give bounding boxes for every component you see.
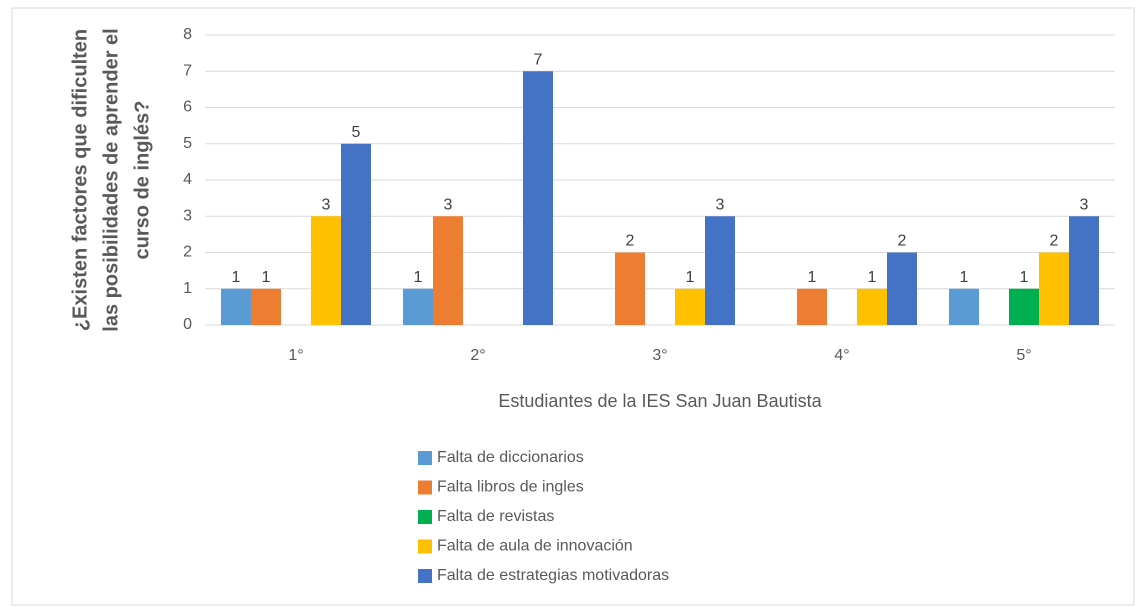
- bar: [221, 288, 251, 325]
- data-label: 3: [716, 196, 725, 213]
- legend-swatch: [418, 480, 432, 495]
- legend-label: Falta libros de ingles: [437, 479, 584, 496]
- bar: [887, 252, 917, 325]
- data-label: 1: [960, 269, 969, 286]
- bar: [311, 216, 341, 325]
- y-tick-label: 8: [183, 26, 192, 43]
- data-label: 5: [352, 124, 361, 141]
- bar: [949, 288, 979, 325]
- bar: [341, 143, 371, 325]
- data-label: 3: [444, 196, 453, 213]
- data-label: 1: [414, 269, 423, 286]
- legend-swatch: [418, 451, 432, 465]
- x-tick-label: 5°: [1016, 347, 1031, 364]
- data-label: 3: [322, 196, 331, 213]
- data-label: 1: [262, 269, 271, 286]
- data-label: 7: [534, 51, 543, 68]
- bar: [705, 216, 735, 325]
- bar: [1009, 288, 1039, 325]
- bar: [615, 252, 645, 325]
- x-tick-label: 1°: [288, 347, 303, 364]
- y-tick-label: 2: [183, 244, 192, 261]
- chart-border: [11, 7, 1135, 606]
- bar: [403, 288, 433, 325]
- y-tick-label: 5: [183, 135, 192, 152]
- data-label: 1: [808, 269, 817, 286]
- y-tick-label: 6: [183, 99, 192, 116]
- bar: [433, 216, 463, 325]
- bar: [675, 288, 705, 325]
- data-label: 1: [1020, 269, 1029, 286]
- legend-label: Falta de diccionarios: [437, 449, 584, 466]
- legend-swatch: [418, 510, 432, 524]
- data-label: 2: [626, 233, 635, 250]
- bar: [251, 288, 281, 325]
- x-axis-label: Estudiantes de la IES San Juan Bautista: [498, 391, 822, 411]
- y-tick-label: 7: [183, 62, 192, 79]
- y-tick-label: 0: [183, 316, 192, 333]
- legend-label: Falta de revistas: [437, 508, 554, 525]
- legend-swatch: [418, 539, 432, 554]
- bar: [523, 71, 553, 325]
- legend-label: Falta de aula de innovación: [437, 538, 633, 555]
- data-label: 1: [686, 269, 695, 286]
- y-tick-label: 3: [183, 207, 192, 224]
- bar: [1039, 252, 1069, 325]
- data-label: 2: [898, 233, 907, 250]
- y-tick-label: 4: [183, 171, 192, 188]
- data-label: 3: [1080, 196, 1089, 213]
- bar: [857, 288, 887, 325]
- y-axis-label: ¿Existen factores que dificulten las pos…: [69, 28, 154, 332]
- bar: [797, 288, 827, 325]
- y-tick-label: 1: [183, 280, 192, 297]
- data-label: 1: [232, 269, 241, 286]
- data-label: 1: [868, 269, 877, 286]
- x-tick-label: 3°: [652, 347, 667, 364]
- x-tick-label: 2°: [470, 347, 485, 364]
- legend-label: Falta de estrategias motivadoras: [437, 567, 669, 584]
- bar: [1069, 216, 1099, 325]
- legend-swatch: [418, 569, 432, 583]
- data-label: 2: [1050, 233, 1059, 250]
- x-tick-label: 4°: [834, 347, 849, 364]
